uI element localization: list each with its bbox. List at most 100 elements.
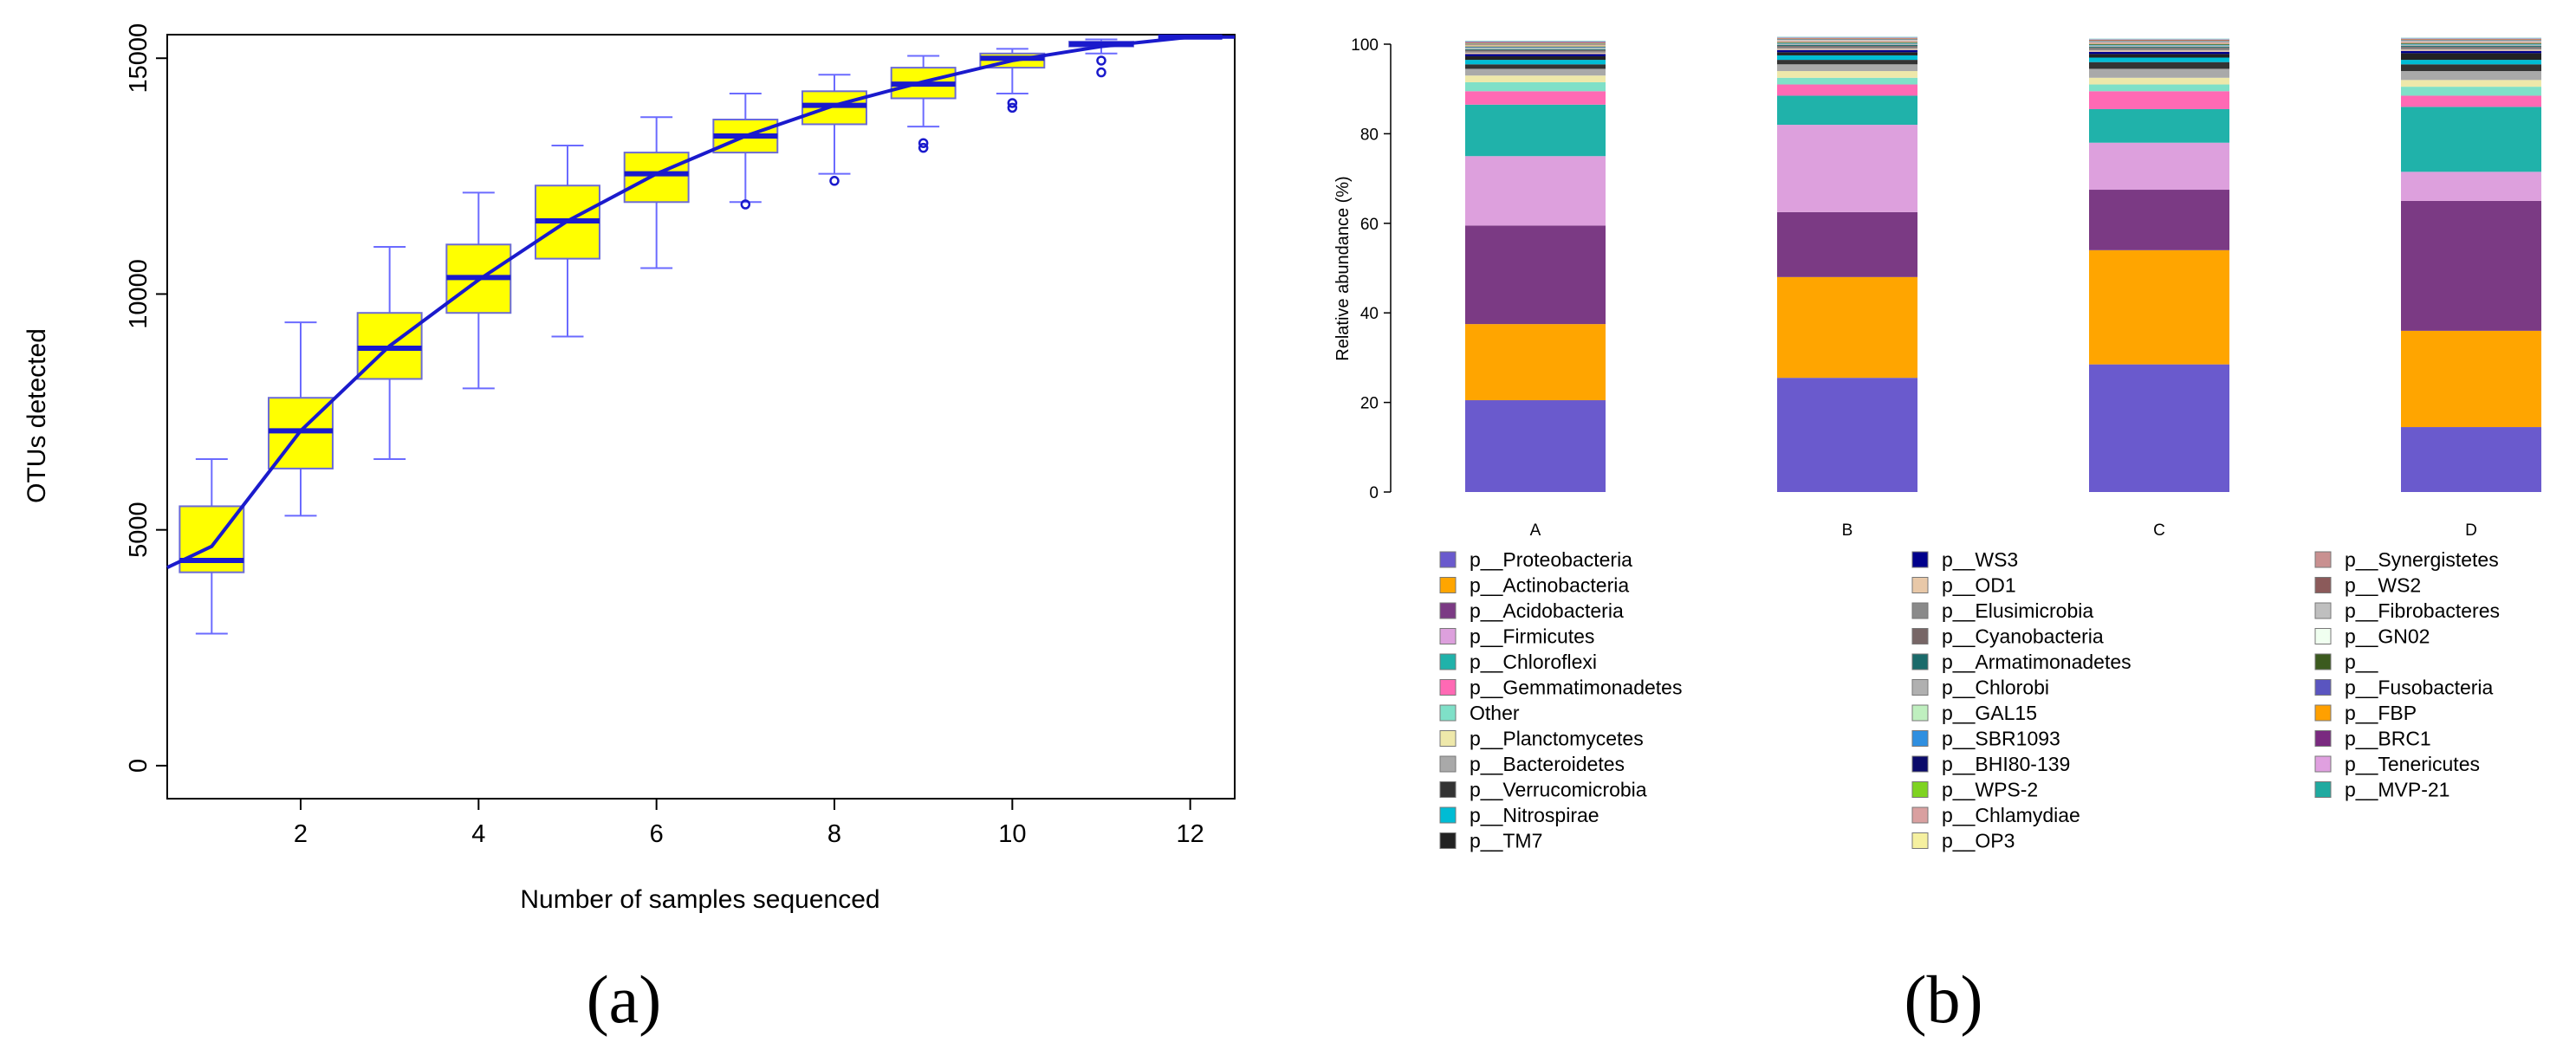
legend-item: p__SBR1093: [1911, 728, 2060, 750]
bar-segment: [1777, 44, 1917, 46]
bar-segment: [1777, 95, 1917, 126]
bar-segment: [1465, 48, 1606, 49]
bar-segment: [2401, 60, 2541, 65]
bar-segment: [2401, 42, 2541, 43]
bar-segment: [2089, 142, 2229, 191]
x-tick-label: 2: [294, 820, 308, 848]
legend-swatch: [2314, 679, 2332, 696]
plot-b-bars: A B C D: [1465, 36, 2541, 540]
legend-item: p__OD1: [1911, 574, 2016, 597]
legend-item: p__GAL15: [1911, 702, 2037, 724]
legend-label: p__Fusobacteria: [2345, 677, 2494, 699]
bar-segment: [2401, 46, 2541, 48]
legend-label: p__WS3: [1942, 548, 2018, 571]
bar-segment: [1465, 45, 1606, 46]
bar-segment: [2401, 172, 2541, 201]
legend-b: p__Proteobacteria p__Actinobacteriap__Aci…: [1439, 548, 2500, 852]
legend-item: p__Chloroflexi: [1439, 651, 1597, 673]
bar-segment: [1465, 49, 1606, 52]
plot-a-content: [166, 34, 1235, 635]
x-tick-label-b: B: [1842, 521, 1853, 540]
bar-segment: [2401, 39, 2541, 40]
bar-segment: [1465, 47, 1606, 49]
bar-segment: [1777, 38, 1917, 40]
bar-segment: [1777, 38, 1917, 39]
bar-segment: [2401, 200, 2541, 331]
legend-label: p__: [2345, 651, 2379, 673]
bar-segment: [2089, 54, 2229, 58]
outlier-point: [1096, 67, 1106, 78]
bar-segment: [2089, 45, 2229, 46]
bar-segment: [2401, 64, 2541, 72]
bar-segment: [1777, 378, 1917, 492]
legend-label: p__Armatimonadetes: [1942, 651, 2132, 673]
bar-segment: [2401, 45, 2541, 47]
legend-label: p__Chlamydiae: [1942, 804, 2080, 826]
bar-segment: [1465, 44, 1606, 46]
bar-segment: [2401, 37, 2541, 39]
legend-item: p__Armatimonadetes: [1911, 651, 2132, 673]
bar-segment: [1777, 40, 1917, 41]
legend-item: p__: [2314, 651, 2379, 673]
bar-segment: [1777, 71, 1917, 78]
legend-swatch: [1911, 781, 1929, 798]
outlier-point: [829, 176, 840, 186]
bar-segment: [1777, 47, 1917, 49]
legend-label: p__Nitrospirae: [1470, 804, 1599, 826]
legend-label: p__MVP-21: [2345, 779, 2449, 801]
legend-label: p__BRC1: [2345, 728, 2431, 750]
bar-segment: [1777, 42, 1917, 43]
legend-label: p__BHI80-139: [1942, 753, 2070, 775]
bar-segment: [2089, 77, 2229, 85]
bar-segment: [1777, 42, 1917, 43]
y-tick-label-b: 100: [1351, 36, 1379, 55]
bar-segment: [2401, 40, 2541, 41]
bar-segment: [1465, 55, 1606, 61]
legend-swatch: [1439, 806, 1457, 824]
bar-segment: [1465, 49, 1606, 50]
legend-item: p__Verrucomicrobia: [1439, 779, 1647, 801]
legend-swatch: [2314, 551, 2332, 568]
bar-segment: [2089, 42, 2229, 43]
legend-label: p__Bacteroidetes: [1470, 753, 1625, 775]
bar-segment: [2089, 42, 2229, 44]
outlier-point: [1007, 102, 1018, 113]
bar-A: [1465, 41, 1606, 492]
bar-segment: [2089, 39, 2229, 40]
bar-segment: [1465, 400, 1606, 492]
legend-label: p__SBR1093: [1942, 728, 2060, 750]
outlier-point: [740, 199, 751, 210]
legend-item: p__Planctomycetes: [1439, 728, 1644, 750]
outlier-point: [1096, 55, 1106, 66]
bar-segment: [2089, 249, 2229, 365]
bar-segment: [2401, 49, 2541, 51]
legend-item: p__Fibrobacteres: [2314, 599, 2500, 622]
bar-segment: [2089, 42, 2229, 43]
legend-swatch: [1439, 781, 1457, 798]
bar-segment: [1465, 51, 1606, 53]
bar-segment: [2401, 95, 2541, 107]
bar-segment: [2089, 44, 2229, 46]
bar-D: [2401, 37, 2541, 492]
legend-item: p__Bacteroidetes: [1439, 753, 1625, 775]
legend-item: p__Synergistetes: [2314, 548, 2499, 571]
legend-item: p__BRC1: [2314, 728, 2431, 750]
y-tick-label-b: 80: [1360, 126, 1379, 144]
box-1: [178, 458, 245, 635]
panel-a-boxplot: 2 4 6 8 10 12 0 5000 10000 15000 Number of sample…: [23, 23, 1236, 1037]
y-tick-label: 0: [125, 759, 152, 773]
box-5: [535, 144, 600, 338]
bar-segment: [1465, 156, 1606, 226]
legend-swatch: [1911, 679, 1929, 696]
box-7: [712, 93, 779, 210]
y-tick-label-b: 60: [1360, 216, 1379, 234]
legend-item: p__Proteobacteria: [1439, 548, 1632, 571]
legend-item: p__TM7: [1439, 830, 1542, 852]
bar-segment: [1465, 54, 1606, 56]
bar-segment: [1465, 44, 1606, 45]
bar-segment: [1777, 36, 1917, 38]
x-tick-label: 10: [998, 820, 1026, 848]
legend-swatch: [1911, 628, 1929, 644]
bar-segment: [2401, 330, 2541, 428]
legend-label: p__Chloroflexi: [1470, 651, 1597, 673]
